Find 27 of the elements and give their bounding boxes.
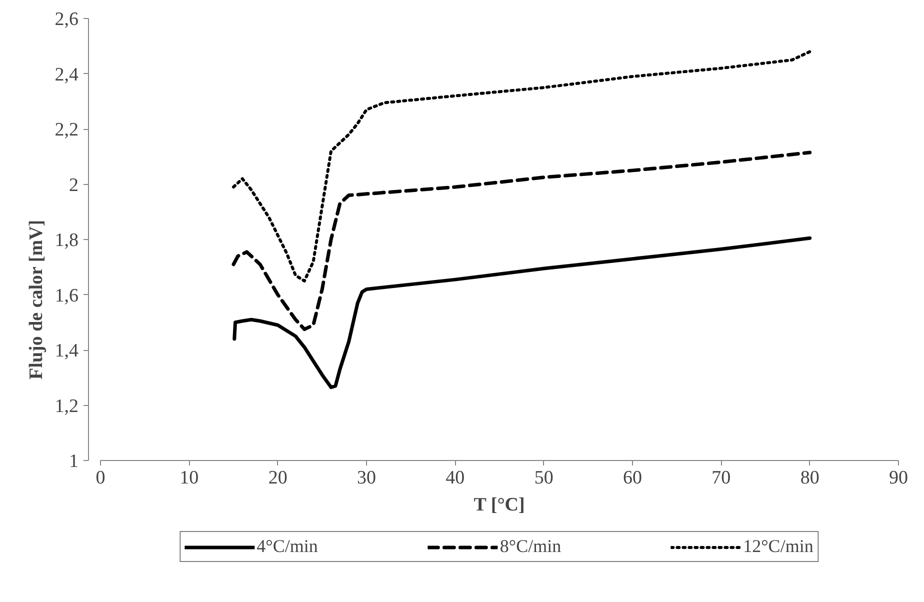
legend-label: 12°C/min [743,536,814,557]
y-tick-label: 1,4 [54,340,79,362]
x-axis-title: T [°C] [474,494,525,516]
line-series [232,50,812,282]
y-tick-label: 1 [69,451,78,472]
y-tick-label: 2,4 [54,64,79,86]
x-tick-label: 50 [534,468,554,488]
y-tick-label: 1,8 [54,230,78,251]
line-series [232,236,812,390]
x-tick-label: 20 [268,468,288,488]
x-tick-label: 40 [446,468,465,488]
legend-label: 8°C/min [500,536,562,557]
x-tick-label: 0 [96,468,106,488]
line-series [232,150,812,332]
y-tick-label: 2,2 [54,120,78,140]
x-tick-label: 60 [623,468,642,488]
y-axis-title: Flujo de calor [mV] [26,220,47,380]
x-tick-label: 30 [357,468,376,488]
x-tick-label: 70 [712,468,731,488]
y-tick-label: 2,6 [54,9,78,30]
y-tick-label: 2 [69,174,78,196]
legend-label: 4°C/min [256,536,318,557]
y-tick-label: 1,2 [54,396,78,417]
x-tick-label: 80 [800,468,820,488]
y-tick-label: 1,6 [54,285,78,306]
x-tick-label: 90 [889,468,908,488]
x-tick-label: 10 [180,468,199,488]
